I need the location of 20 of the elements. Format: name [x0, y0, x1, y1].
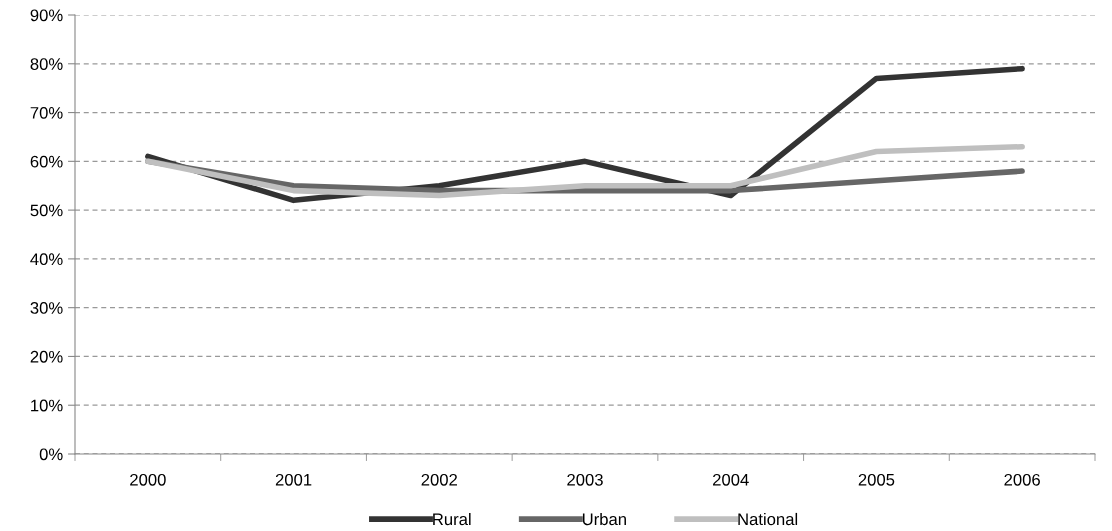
- x-tick-label: 2002: [421, 473, 457, 486]
- legend-label: Urban: [582, 512, 626, 526]
- y-tick-label: 80%: [30, 58, 63, 70]
- y-tick-label: 20%: [30, 350, 63, 363]
- x-tick-label: 2006: [1004, 473, 1040, 486]
- legend-label: Rural: [433, 512, 471, 526]
- x-tick-label: 2005: [858, 473, 895, 486]
- y-tick-label: 0%: [39, 448, 63, 461]
- legend-label: National: [738, 512, 798, 526]
- x-tick-label: 2001: [275, 473, 312, 486]
- x-tick-label: 2000: [130, 473, 166, 486]
- x-tick-label: 2004: [713, 473, 749, 486]
- y-tick-label: 30%: [30, 302, 63, 314]
- x-tick-label: 2003: [567, 473, 603, 486]
- y-tick-label: 70%: [30, 106, 63, 119]
- y-tick-label: 40%: [30, 253, 63, 266]
- y-tick-label: 90%: [30, 9, 63, 22]
- y-tick-label: 10%: [31, 399, 63, 412]
- y-tick-label: 50%: [30, 204, 63, 217]
- y-tick-label: 60%: [30, 155, 63, 168]
